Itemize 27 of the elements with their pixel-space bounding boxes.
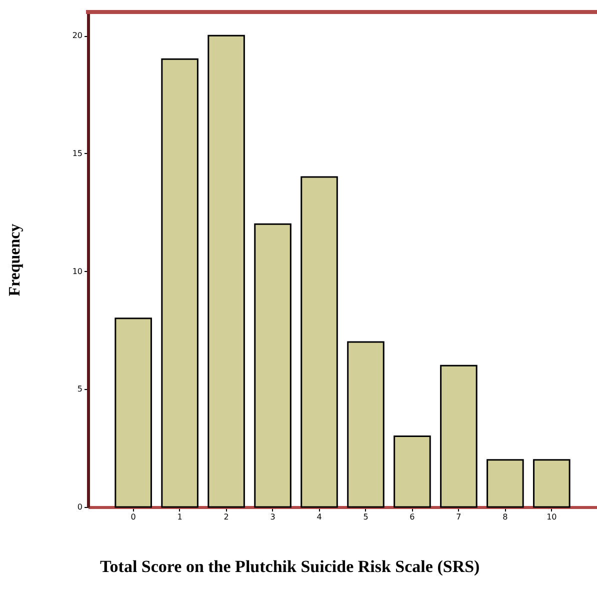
x-tick-label: 0: [130, 512, 136, 522]
bar: [440, 364, 478, 508]
bar: [161, 58, 198, 508]
y-tick-label: 0: [77, 502, 82, 512]
bar: [208, 34, 245, 508]
x-tick-label: 6: [410, 512, 415, 522]
x-tick-label: 10: [546, 512, 557, 522]
x-tick-label: 7: [456, 512, 462, 522]
x-tick-label: 4: [316, 512, 322, 522]
bar: [254, 223, 292, 508]
y-tick-label: 5: [77, 384, 82, 394]
bar: [394, 436, 431, 508]
y-tick-label: 15: [72, 148, 82, 158]
bar: [300, 176, 338, 508]
bar: [486, 459, 524, 508]
x-tick-label: 8: [502, 512, 508, 522]
y-tick-label: 10: [72, 266, 82, 276]
x-axis-title: Total Score on the Plutchik Suicide Risk Scale (SRS): [100, 557, 481, 577]
bar: [533, 459, 570, 508]
x-tick-label: 3: [270, 512, 276, 522]
x-tick-label: 2: [224, 512, 229, 522]
x-tick-label: 5: [363, 512, 368, 522]
x-tick-label: 1: [177, 512, 182, 522]
y-axis-title: Frequency: [6, 224, 24, 296]
bar: [347, 341, 384, 508]
bar: [114, 318, 152, 508]
y-tick-label: 20: [72, 31, 82, 40]
